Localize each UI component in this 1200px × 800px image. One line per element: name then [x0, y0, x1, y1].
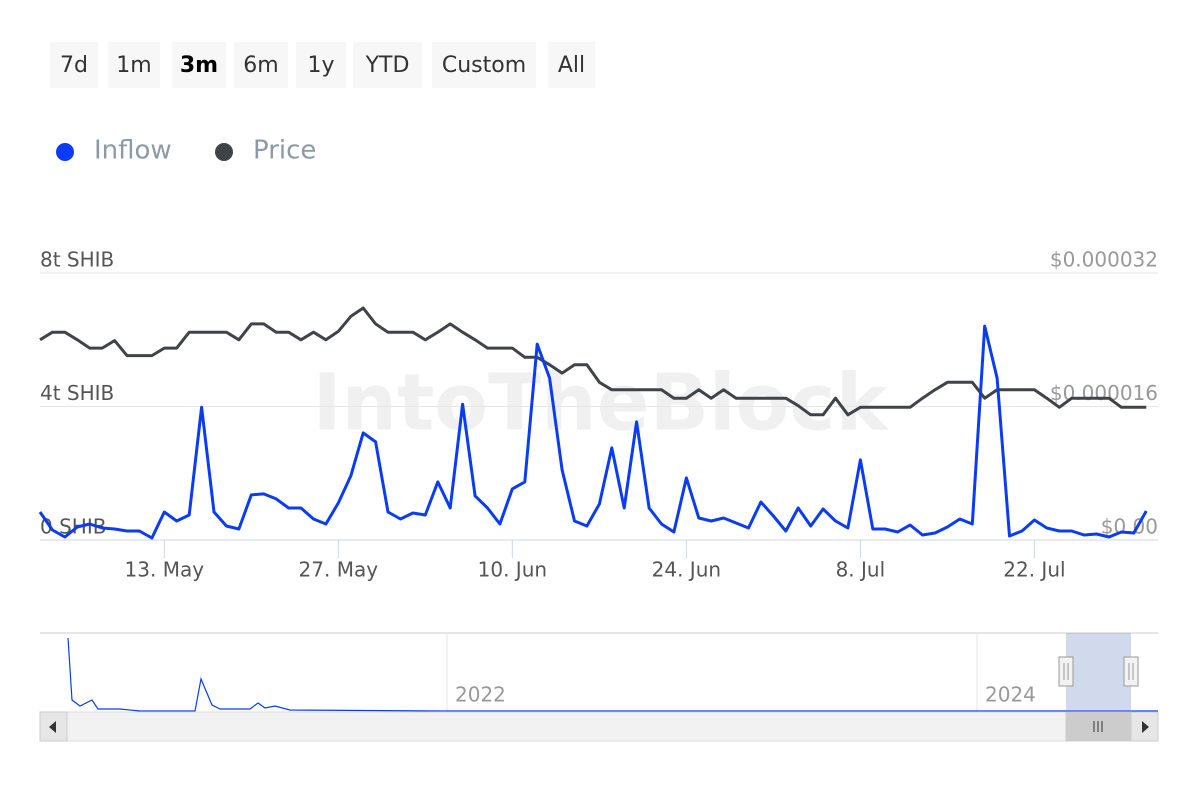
- range-button[interactable]: YTD: [353, 42, 422, 88]
- navigator-selection[interactable]: [1066, 633, 1131, 712]
- y-tick-label: 4t SHIB: [40, 381, 114, 405]
- range-button-bg: [548, 42, 595, 88]
- range-button[interactable]: 1m: [108, 42, 160, 88]
- series-line: [38, 324, 1148, 540]
- legend-item[interactable]: Inflow: [56, 136, 172, 166]
- legend-label: Inflow: [94, 136, 172, 166]
- legend-item[interactable]: Price: [215, 136, 316, 166]
- range-button-label: 3m: [180, 53, 218, 78]
- series-line: [39, 306, 1147, 417]
- range-button-label: 1m: [116, 53, 151, 78]
- range-button-bg: [432, 42, 536, 88]
- range-button-label: 6m: [243, 53, 278, 78]
- y2-tick-label: $0.000032: [1050, 248, 1158, 272]
- y-tick-label: 8t SHIB: [40, 248, 114, 272]
- range-button-label: 1y: [307, 53, 334, 78]
- y2-tick-label: $0.00: [1101, 515, 1158, 539]
- range-button-bg: [353, 42, 422, 88]
- range-button-bg: [108, 42, 160, 88]
- range-button[interactable]: 6m: [234, 42, 288, 88]
- scrollbar-left[interactable]: [39, 711, 68, 742]
- range-button-label: Custom: [442, 53, 526, 78]
- range-button[interactable]: Custom: [432, 42, 536, 88]
- scrollbar-right[interactable]: [142, 0, 1159, 742]
- x-tick-label: 22. Jul: [1003, 558, 1065, 582]
- navigator-label: 2024: [985, 683, 1036, 707]
- x-tick-label: 13. May: [125, 558, 205, 582]
- navigator-line: [67, 637, 1158, 712]
- watermark: IntoTheBlock: [313, 358, 890, 448]
- range-button-bg: [172, 42, 226, 88]
- x-tick-label: 8. Jul: [836, 558, 886, 582]
- range-button[interactable]: 1y: [296, 42, 346, 88]
- legend-marker: [215, 143, 233, 161]
- navigator-label: 2022: [455, 683, 506, 707]
- range-button[interactable]: 7d: [50, 42, 98, 88]
- range-button[interactable]: All: [548, 42, 595, 88]
- range-button-label: YTD: [365, 53, 410, 78]
- range-button-bg: [50, 42, 98, 88]
- scrollbar-thumb[interactable]: [1065, 711, 1132, 742]
- range-button-label: All: [558, 53, 585, 78]
- range-button-bg: [234, 42, 288, 88]
- range-button[interactable]: 3m: [172, 42, 226, 88]
- x-tick-label: 10. Jun: [478, 558, 547, 582]
- range-button-bg: [296, 42, 346, 88]
- navigator-handle[interactable]: [1058, 656, 1074, 687]
- legend-marker: [56, 143, 74, 161]
- x-tick-label: 24. Jun: [652, 558, 721, 582]
- range-button-label: 7d: [60, 53, 88, 78]
- scrollbar-track[interactable]: [39, 711, 1159, 742]
- x-tick-label: 27. May: [299, 558, 379, 582]
- navigator-handle[interactable]: [1123, 656, 1139, 687]
- legend-label: Price: [253, 136, 316, 166]
